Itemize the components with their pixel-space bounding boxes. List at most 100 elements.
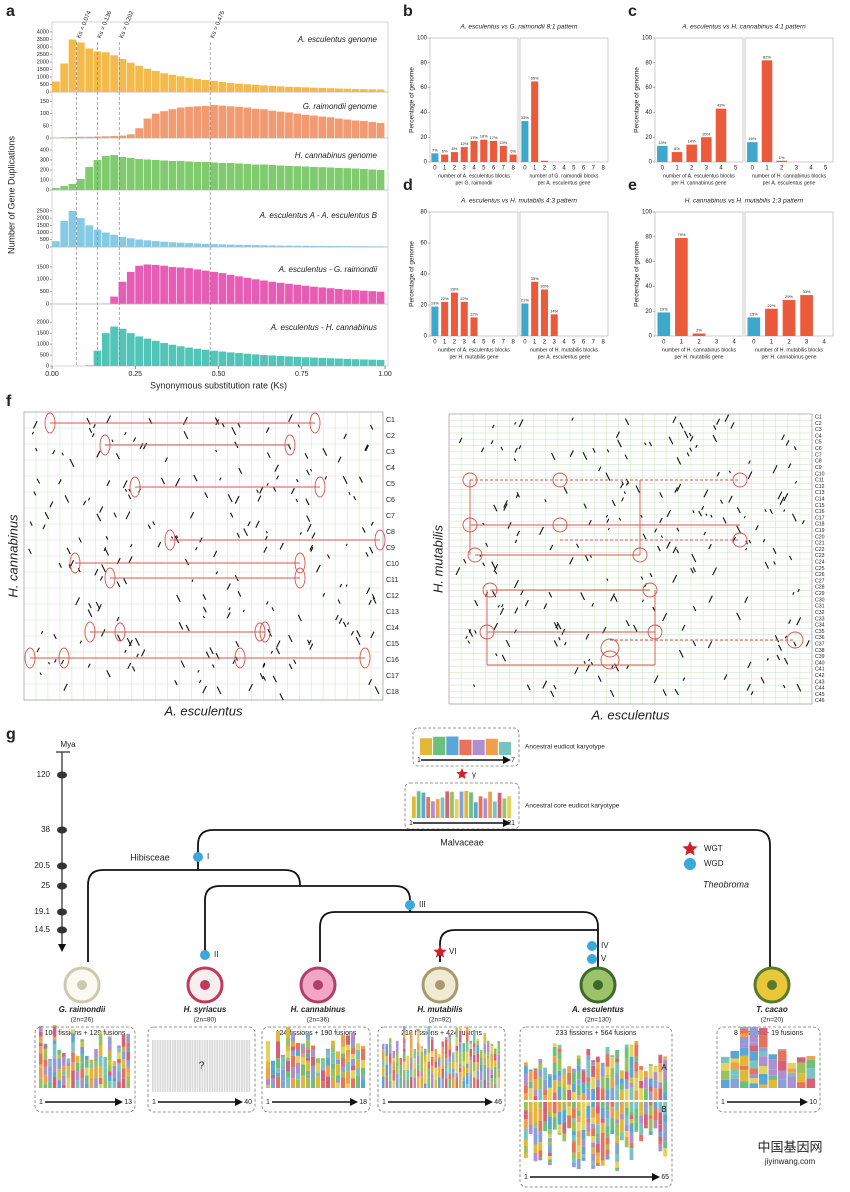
synteny-dot [106,415,111,424]
synteny-dot [128,556,133,564]
time-value: 14.5 [34,925,50,934]
karyotype-segment [490,1046,493,1054]
synteny-dot [88,602,92,609]
karyotype-segment [89,1063,94,1069]
karyotype-segment [497,1054,500,1061]
species-2n: (2n=80) [194,1017,217,1024]
karyotype-segment [462,1043,465,1053]
panel-label: a [6,3,15,20]
synteny-dot [202,615,205,619]
karyotype-segment [797,1062,806,1074]
histogram-bar [351,120,360,138]
histogram-bar [201,270,210,304]
karyotype-segment [591,1161,595,1165]
histogram-bar [135,265,143,304]
histogram-bar [110,296,118,304]
karyotype-segment [615,1136,619,1143]
karyotype-start: 1 [152,1099,156,1106]
time-node [57,908,67,916]
synteny-dot [36,647,40,653]
karyotype-segment [117,1048,121,1053]
karyotype-segment [524,1085,528,1094]
chromosome-label: C8 [815,459,822,465]
synteny-dot [237,591,242,597]
karyotype-segment [740,1069,749,1082]
karyotype-segment [663,1114,667,1123]
x-axis-label: number of A. esculentus blocks [438,347,510,353]
karyotype-segment [473,1077,476,1088]
synteny-dot [288,414,293,423]
karyotype-segment [483,1043,486,1050]
karyotype-segment [459,1077,462,1088]
histogram-bar [185,77,193,92]
annotation-label: Ks = 0.136 [97,10,114,40]
karyotype-bar [507,796,511,818]
karyotype-segment [466,1063,469,1069]
karyotype-segment [538,1063,543,1070]
karyotype-segment [321,1061,325,1071]
karyotype-segment [452,1052,455,1063]
karyotype-segment [331,1052,335,1064]
bar [470,317,478,336]
value-label: 1% [779,155,785,160]
karyotype-box [377,1026,506,1113]
synteny-dot [369,424,374,430]
bar [450,152,458,162]
bar [715,108,727,162]
x-tick-label: 2 [787,340,791,346]
synteny-dot [64,495,70,503]
value-label: 19% [431,301,439,306]
synteny-dot [219,477,222,481]
karyotype-segment [431,1039,434,1052]
karyotype-segment [487,1081,490,1088]
ancestor-box [404,782,520,830]
synteny-dot [191,579,194,582]
synteny-dot [605,514,608,518]
histogram-bar [135,336,143,366]
karyotype-bar [492,801,497,818]
karyotype-segment [591,1065,595,1077]
synteny-dot [550,690,555,698]
karyotype-segment [455,1073,458,1078]
karyotype-segment [94,1061,98,1068]
histogram-bar [335,168,343,190]
histogram-bar [293,87,302,92]
karyotype-segment [620,1119,624,1133]
karyotype-segment [296,1073,300,1080]
karyotype-segment [39,1053,43,1065]
karyotype-segment [620,1083,624,1090]
karyotype-segment [586,1081,591,1089]
y-axis-label: Percentage of genome [634,67,641,133]
karyotype-segment [382,1049,385,1060]
species-photo-center [77,980,87,990]
karyotype-segment [434,1061,437,1068]
ancestor-end: 21 [507,820,515,827]
karyotype-start: 1 [266,1099,270,1106]
chromosome-label: C6 [386,497,395,504]
karyotype-segment [71,1062,75,1071]
bar [675,238,688,336]
karyotype-segment [600,1102,605,1108]
x-tick-label: 1 [443,166,447,172]
karyotype-segment [389,1063,392,1075]
chromosome-label: C40 [815,660,825,666]
time-label: Mya [60,740,76,749]
x-tick-label: 0 [751,166,755,172]
synteny-dot [195,546,198,551]
karyotype-segment [740,1026,749,1029]
bar [460,147,468,162]
synteny-dot [482,562,486,567]
karyotype-segment [341,1066,345,1073]
time-value: 19.1 [34,907,50,916]
karyotype-segment [39,1043,43,1047]
y-tick-label: 60 [420,85,427,91]
synteny-dot [274,464,279,472]
synteny-dot [236,532,240,538]
karyotype-segment [112,1081,117,1088]
karyotype-segment [455,1050,458,1063]
karyotype-segment [572,1102,576,1109]
synteny-dot [35,447,38,452]
synteny-dot [116,581,121,588]
bar [470,140,478,162]
oval [600,650,620,670]
